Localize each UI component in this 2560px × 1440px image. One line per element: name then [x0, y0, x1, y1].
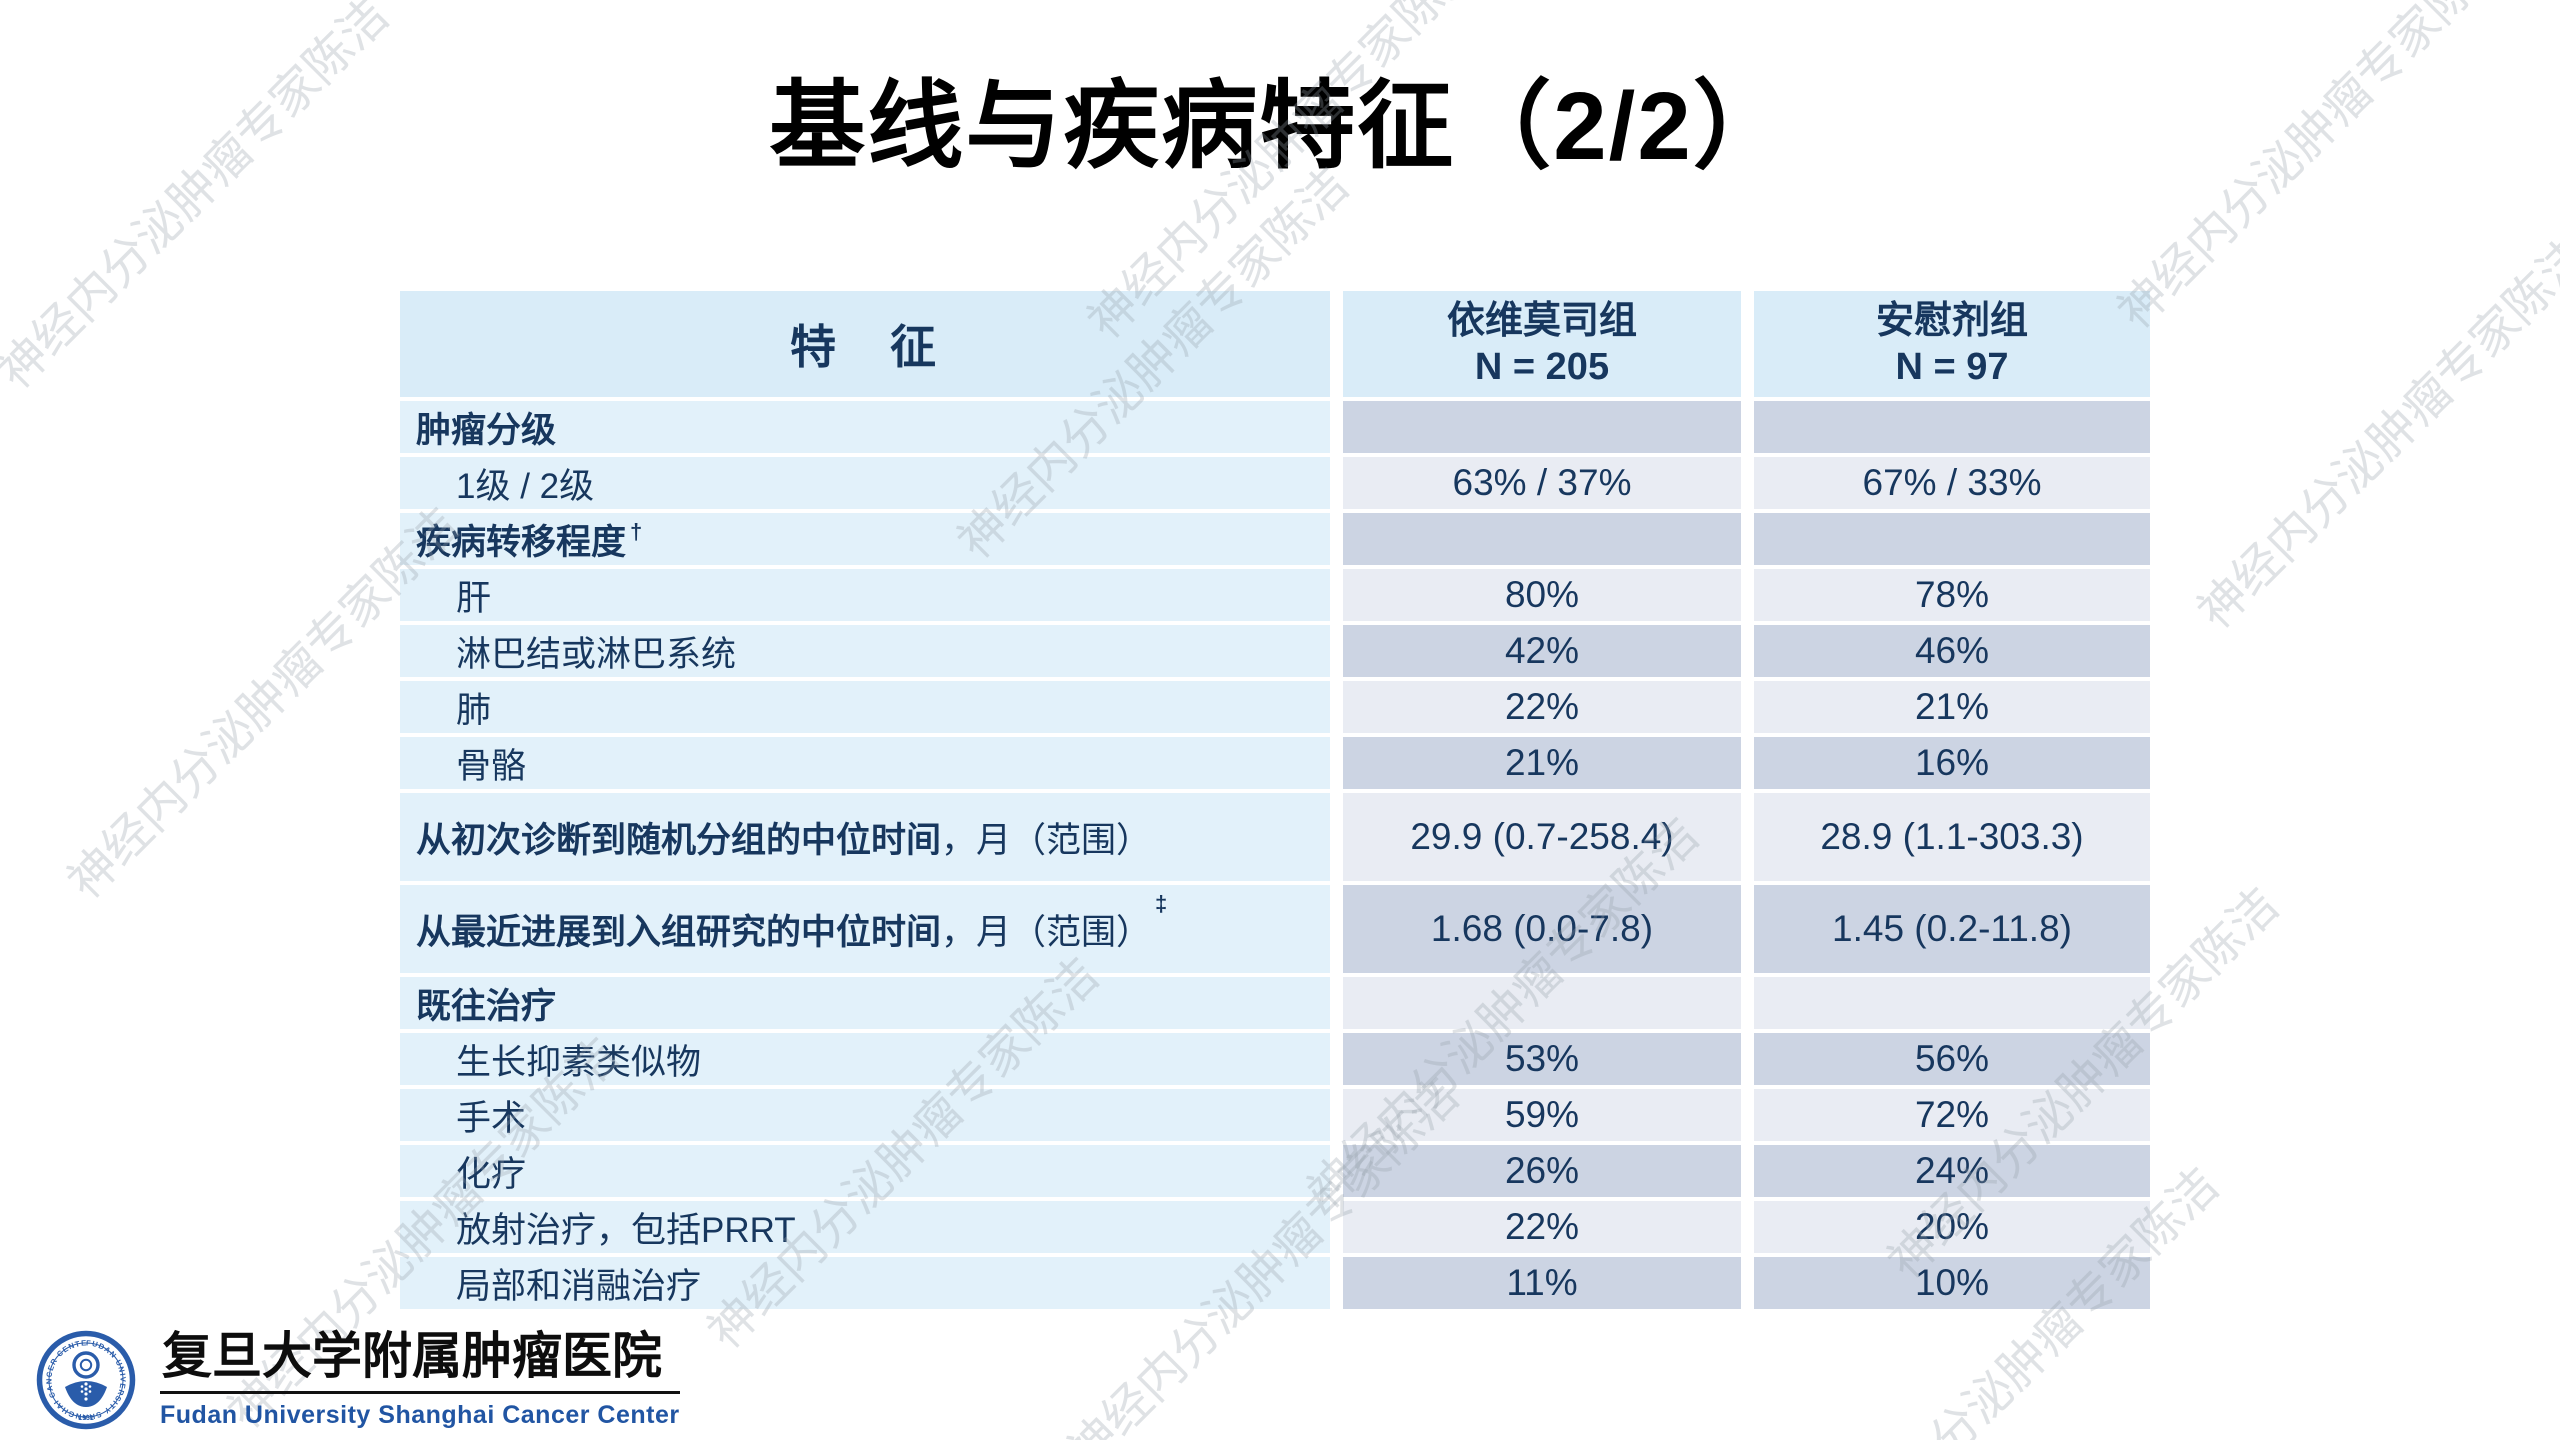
emblem-year: 1931	[78, 1415, 94, 1422]
group2-name: 安慰剂组	[1875, 299, 2028, 342]
row-value: 11%	[1343, 1257, 1741, 1309]
header-everolimus-group: 依维莫司组 N = 205	[1343, 291, 1741, 397]
table-row: 手术 59% 72%	[400, 1089, 2150, 1141]
row-value: 63% / 37%	[1343, 457, 1741, 509]
row-label: 肝	[400, 569, 1330, 621]
table-row: 既往治疗	[400, 977, 2150, 1029]
row-value	[1343, 513, 1741, 565]
hospital-logo-icon: FUDAN UNIVERSITY SHANGHAI CANCER CENTER …	[36, 1330, 136, 1430]
header-placebo-group: 安慰剂组 N = 97	[1754, 291, 2150, 397]
table-row: 放射治疗，包括PRRT 22% 20%	[400, 1201, 2150, 1253]
table-row: 局部和消融治疗 11% 10%	[400, 1257, 2150, 1309]
table-row: 从初次诊断到随机分组的中位时间 ，月（范围） 29.9 (0.7-258.4) 28.…	[400, 793, 2150, 881]
table-row: 从最近进展到入组研究的中位时间 ，月（范围） ‡ 1.68 (0.0-7.8) 1.45…	[400, 885, 2150, 973]
group1-name: 依维莫司组	[1446, 299, 1637, 342]
row-value: 46%	[1754, 625, 2150, 677]
row-value: 59%	[1343, 1089, 1741, 1141]
row-value: 72%	[1754, 1089, 2150, 1141]
row-value	[1754, 977, 2150, 1029]
row-label: 肿瘤分级	[400, 401, 1330, 453]
row-value: 22%	[1343, 1201, 1741, 1253]
hospital-name-en: Fudan University Shanghai Cancer Center	[160, 1400, 680, 1429]
watermark-text: 神经内分泌肿瘤专家陈洁	[2188, 228, 2560, 640]
table-row: 1级 / 2级 63% / 37% 67% / 33%	[400, 457, 2150, 509]
table-row: 肺 22% 21%	[400, 681, 2150, 733]
row-value: 21%	[1754, 681, 2150, 733]
row-value: 21%	[1343, 737, 1741, 789]
header-feature: 特 征	[400, 291, 1330, 397]
row-value	[1343, 401, 1741, 453]
table-row: 生长抑素类似物 53% 56%	[400, 1033, 2150, 1085]
row-label: 骨骼	[400, 737, 1330, 789]
table-row: 化疗 26% 24%	[400, 1145, 2150, 1197]
row-value: 42%	[1343, 625, 1741, 677]
row-label: 生长抑素类似物	[400, 1033, 1330, 1085]
row-value: 16%	[1754, 737, 2150, 789]
row-label: 从最近进展到入组研究的中位时间 ，月（范围） ‡	[400, 885, 1330, 973]
hospital-name-block: 复旦大学附属肿瘤医院 Fudan University Shanghai Can…	[160, 1329, 680, 1430]
table-row: 疾病转移程度 †	[400, 513, 2150, 565]
row-value: 26%	[1343, 1145, 1741, 1197]
row-label: 肺	[400, 681, 1330, 733]
row-value: 80%	[1343, 569, 1741, 621]
row-value: 20%	[1754, 1201, 2150, 1253]
row-label: 放射治疗，包括PRRT	[400, 1201, 1330, 1253]
row-value: 10%	[1754, 1257, 2150, 1309]
row-value: 53%	[1343, 1033, 1741, 1085]
row-value: 1.68 (0.0-7.8)	[1343, 885, 1741, 973]
row-value: 78%	[1754, 569, 2150, 621]
row-value	[1754, 513, 2150, 565]
table-row: 肝 80% 78%	[400, 569, 2150, 621]
row-label: 淋巴结或淋巴系统	[400, 625, 1330, 677]
row-label: 局部和消融治疗	[400, 1257, 1330, 1309]
table-row: 肿瘤分级	[400, 401, 2150, 453]
footer: FUDAN UNIVERSITY SHANGHAI CANCER CENTER …	[36, 1329, 680, 1430]
baseline-characteristics-table: 特 征 依维莫司组 N = 205 安慰剂组 N = 97 肿瘤分级 1级 / 2…	[400, 291, 2150, 1309]
row-label: 1级 / 2级	[400, 457, 1330, 509]
row-value: 56%	[1754, 1033, 2150, 1085]
row-label: 疾病转移程度 †	[400, 513, 1330, 565]
row-value: 22%	[1343, 681, 1741, 733]
slide-title: 基线与疾病特征（2/2）	[769, 73, 1791, 180]
row-value	[1343, 977, 1741, 1029]
row-label: 化疗	[400, 1145, 1330, 1197]
group2-n: N = 97	[1895, 346, 2009, 388]
row-label: 从初次诊断到随机分组的中位时间 ，月（范围）	[400, 793, 1330, 881]
hospital-name-cn: 复旦大学附属肿瘤医院	[160, 1329, 680, 1394]
row-value: 29.9 (0.7-258.4)	[1343, 793, 1741, 881]
row-value: 28.9 (1.1-303.3)	[1754, 793, 2150, 881]
table-header-row: 特 征 依维莫司组 N = 205 安慰剂组 N = 97	[400, 291, 2150, 397]
group1-n: N = 205	[1474, 346, 1610, 388]
row-value: 1.45 (0.2-11.8)	[1754, 885, 2150, 973]
row-value: 67% / 33%	[1754, 457, 2150, 509]
table-row: 骨骼 21% 16%	[400, 737, 2150, 789]
row-label: 手术	[400, 1089, 1330, 1141]
table-row: 淋巴结或淋巴系统 42% 46%	[400, 625, 2150, 677]
table-body: 肿瘤分级 1级 / 2级 63% / 37% 67% / 33% 疾病转移程度 † 肝 80%…	[400, 401, 2150, 1309]
row-value: 24%	[1754, 1145, 2150, 1197]
row-label: 既往治疗	[400, 977, 1330, 1029]
row-value	[1754, 401, 2150, 453]
